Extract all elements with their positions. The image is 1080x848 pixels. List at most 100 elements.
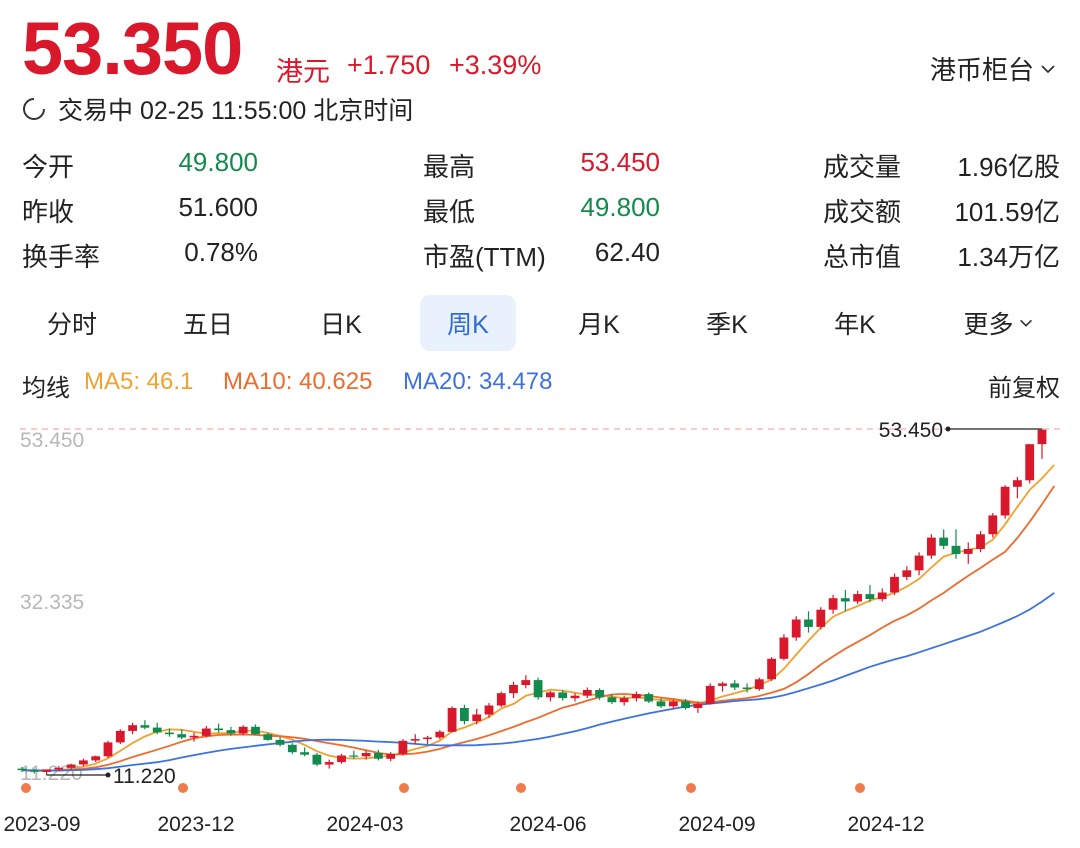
stat-value: 62.40 — [594, 237, 660, 267]
candle-body — [976, 534, 985, 549]
ma20-legend: MA20: 34.478 — [403, 368, 553, 395]
candle-body — [103, 742, 113, 757]
x-axis: 2023-09 2023-12 2024-03 2024-06 2024-09 … — [3, 783, 925, 836]
candle — [927, 534, 936, 559]
kline-chart[interactable]: 53.450 32.335 11.220 53.450 11.220 2023-… — [0, 405, 1080, 848]
candle-body — [115, 730, 125, 743]
stat-label: 成交量 — [823, 152, 902, 182]
candle — [361, 750, 371, 760]
candle — [337, 753, 346, 764]
candle — [558, 689, 568, 701]
candle-body — [410, 739, 420, 741]
stat-value: 1.34万亿 — [957, 242, 1060, 272]
candle-body — [79, 760, 88, 765]
candle — [890, 573, 899, 595]
candle — [644, 692, 654, 704]
stats-row: 昨收 51.600 最低 49.800 成交额 101.59亿 — [22, 188, 1062, 228]
candle — [1000, 485, 1010, 519]
candle — [546, 690, 555, 702]
trading-status-text: 交易中 02-25 11:55:00 北京时间 — [58, 97, 414, 125]
stats-row: 今开 49.800 最高 53.450 成交量 1.96亿股 — [22, 143, 1062, 183]
candle-body — [927, 537, 936, 556]
candle — [435, 730, 445, 740]
candle-body — [595, 690, 604, 698]
x-axis-label: 2023-12 — [157, 813, 234, 836]
candle — [582, 687, 592, 699]
candle-body — [361, 753, 371, 757]
x-tick-dot — [399, 783, 409, 793]
candle — [632, 691, 641, 702]
counter-dropdown-label: 港币柜台 — [929, 55, 1034, 85]
tab-monthly-k[interactable]: 月K — [578, 311, 620, 339]
candle-body — [902, 570, 912, 577]
max-marker-label: 53.450 — [879, 419, 943, 442]
candle — [865, 585, 875, 603]
candle — [275, 736, 285, 747]
candle-body — [287, 744, 297, 753]
tab-yearly-k[interactable]: 年K — [834, 311, 876, 339]
tab-more[interactable]: 更多 — [947, 295, 1051, 351]
stat-value: 49.800 — [178, 147, 258, 177]
ma10-legend: MA10: 40.625 — [223, 368, 373, 395]
candle — [939, 529, 949, 550]
stats-row: 换手率 0.78% 市盈(TTM) 62.40 总市值 1.34万亿 — [22, 233, 1062, 273]
candle-body — [263, 734, 273, 740]
candle — [828, 594, 838, 614]
candle-body — [828, 598, 838, 610]
candle — [742, 683, 752, 693]
candle — [324, 759, 334, 769]
min-marker-label: 11.220 — [113, 765, 176, 788]
candle-body — [546, 692, 555, 698]
candle-body — [423, 737, 432, 740]
tab-quarterly-k[interactable]: 季K — [706, 311, 748, 339]
candle — [730, 680, 740, 690]
x-tick-dot — [855, 783, 865, 793]
candle-body — [238, 726, 248, 734]
candle — [1013, 476, 1022, 499]
candle-body — [754, 679, 764, 690]
candle-body — [1025, 444, 1035, 481]
x-axis-label: 2024-03 — [326, 813, 403, 836]
chevron-down-icon — [1019, 319, 1032, 327]
ma-lines — [21, 464, 1056, 772]
candle — [804, 611, 813, 633]
candle — [152, 722, 162, 735]
tab-five-day[interactable]: 五日 — [182, 311, 233, 339]
quote-header: 53.350 港元 +1.750 +3.39% 港币柜台 — [22, 12, 1062, 87]
stat-label: 最低 — [423, 197, 476, 227]
candle-body — [398, 740, 408, 754]
candle — [165, 728, 174, 737]
candle — [963, 542, 973, 564]
tab-intraday[interactable]: 分时 — [46, 311, 97, 339]
candle — [791, 616, 801, 641]
candle-body — [558, 692, 568, 699]
candle — [17, 766, 27, 772]
x-axis-label: 2023-09 — [3, 813, 80, 836]
price-change-percent: +3.39% — [449, 50, 542, 80]
candle-body — [570, 695, 580, 699]
x-tick-dot — [516, 783, 526, 793]
candle-body — [54, 767, 64, 770]
candle-body — [963, 549, 973, 554]
candle-body — [681, 701, 690, 708]
candle-body — [705, 685, 715, 704]
x-axis-label: 2024-12 — [847, 813, 924, 836]
candle — [988, 512, 998, 538]
candle — [312, 753, 322, 767]
stats-grid: 今开 49.800 最高 53.450 成交量 1.96亿股 昨收 51.600… — [22, 143, 1062, 273]
candle-body — [152, 727, 162, 733]
candle — [1025, 444, 1035, 484]
candle-body — [496, 693, 506, 706]
candle-body — [1013, 480, 1022, 487]
candle-body — [840, 598, 850, 602]
candle — [54, 766, 64, 772]
candle-body — [668, 701, 678, 707]
adjust-mode-button[interactable]: 前复权 — [988, 375, 1060, 402]
tab-daily-k[interactable]: 日K — [320, 311, 362, 339]
candle — [472, 708, 482, 725]
tab-weekly-k[interactable]: 周K — [420, 295, 516, 351]
counter-dropdown[interactable]: 港币柜台 — [930, 50, 1058, 87]
candle — [287, 743, 297, 754]
candle-body — [312, 754, 322, 765]
x-axis-label: 2024-09 — [678, 813, 755, 836]
